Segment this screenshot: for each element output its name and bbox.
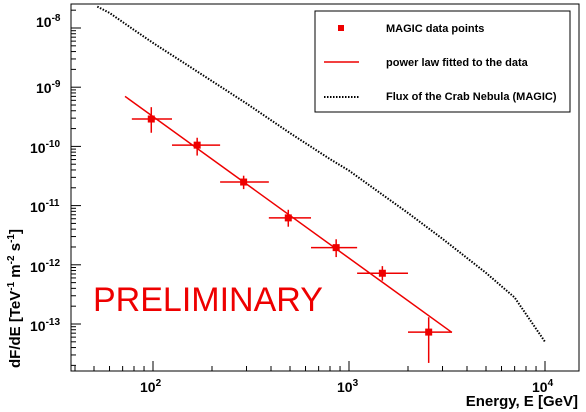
axis-ticks bbox=[71, 9, 546, 371]
series-layer bbox=[96, 5, 546, 363]
x-tick-label: 102 bbox=[140, 378, 162, 395]
y-tick-labels: 10-8 10-9 10-10 10-11 10-12 10-13 bbox=[30, 13, 61, 334]
data-point-marker bbox=[284, 214, 292, 222]
x-axis-title: Energy, E [GeV] bbox=[466, 393, 578, 410]
y-tick-label: 10-9 bbox=[36, 79, 61, 96]
data-point-marker bbox=[332, 244, 340, 252]
data-point-marker bbox=[378, 269, 386, 277]
crab-flux-line bbox=[96, 5, 546, 343]
y-tick-label: 10-13 bbox=[30, 317, 60, 334]
preliminary-annotation: PRELIMINARY bbox=[93, 281, 323, 319]
legend-marker-points bbox=[338, 25, 344, 31]
y-tick-label: 10-12 bbox=[30, 258, 60, 275]
data-point bbox=[357, 266, 409, 281]
data-point bbox=[408, 317, 452, 363]
data-point-marker bbox=[193, 141, 201, 149]
legend-label-points: MAGIC data points bbox=[386, 23, 484, 35]
legend: MAGIC data points power law fitted to th… bbox=[314, 10, 571, 113]
x-tick-labels: 102 103 104 bbox=[140, 378, 554, 395]
legend-label-fit: power law fitted to the data bbox=[386, 57, 529, 69]
power-law-fit-line bbox=[124, 95, 453, 334]
y-tick-label: 10-8 bbox=[36, 13, 61, 30]
y-tick-label: 10-10 bbox=[30, 139, 60, 156]
y-tick-label: 10-11 bbox=[30, 198, 60, 215]
data-point-marker bbox=[147, 115, 155, 123]
x-tick-label: 103 bbox=[337, 378, 359, 395]
data-point-marker bbox=[425, 328, 433, 336]
data-point bbox=[171, 137, 221, 156]
x-tick-label: 104 bbox=[532, 378, 554, 395]
data-point bbox=[131, 107, 172, 133]
data-point bbox=[268, 209, 312, 227]
y-axis-title: dF/dE [TeV-1 m-2 s-1] bbox=[6, 229, 24, 368]
legend-label-crab: Flux of the Crab Nebula (MAGIC) bbox=[386, 91, 557, 103]
